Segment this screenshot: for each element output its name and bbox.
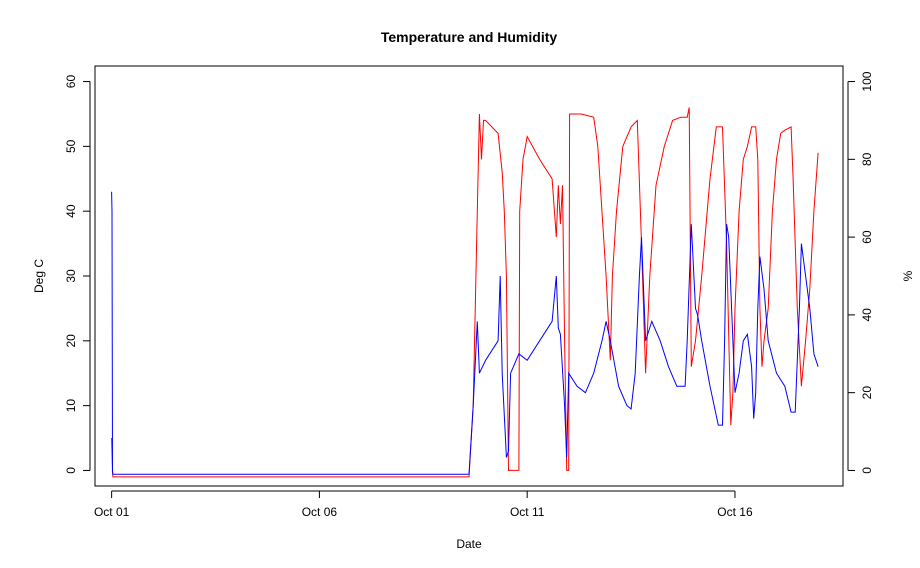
y-right-tick-label-4: 80	[860, 152, 874, 166]
y-right-tick-label-1: 20	[860, 386, 874, 400]
x-axis-label: Date	[456, 537, 482, 551]
y-axis-left-label: Deg C	[32, 259, 46, 293]
y-right-tick-label-2: 40	[860, 308, 874, 322]
y-left-tick-label-6: 60	[64, 75, 78, 89]
x-tick-label-3: Oct 16	[717, 505, 753, 519]
x-tick-label-1: Oct 06	[302, 505, 338, 519]
y-left-tick-label-1: 10	[64, 399, 78, 413]
y-axis-right: 0 20 40 60 80 100	[847, 71, 874, 474]
y-axis-left: 0 10 20 30 40 50 60	[64, 75, 91, 474]
series-layer	[111, 107, 819, 478]
y-right-tick-label-0: 0	[860, 467, 874, 474]
plot-frame	[94, 65, 844, 487]
y-left-tick-label-3: 30	[64, 269, 78, 283]
y-left-tick-label-2: 20	[64, 334, 78, 348]
series-line-0	[111, 107, 819, 478]
y-right-tick-label-5: 100	[860, 71, 874, 91]
x-axis: Oct 01 Oct 06 Oct 11 Oct 16	[94, 490, 753, 519]
y-left-tick-label-0: 0	[64, 467, 78, 474]
y-axis-right-label: %	[901, 270, 915, 281]
series-line-1	[111, 191, 819, 475]
chart-title: Temperature and Humidity	[381, 29, 558, 45]
y-left-tick-label-4: 40	[64, 204, 78, 218]
x-tick-label-0: Oct 01	[94, 505, 130, 519]
x-tick-label-2: Oct 11	[510, 505, 545, 519]
y-left-tick-label-5: 50	[64, 139, 78, 153]
y-right-tick-label-3: 60	[860, 230, 874, 244]
